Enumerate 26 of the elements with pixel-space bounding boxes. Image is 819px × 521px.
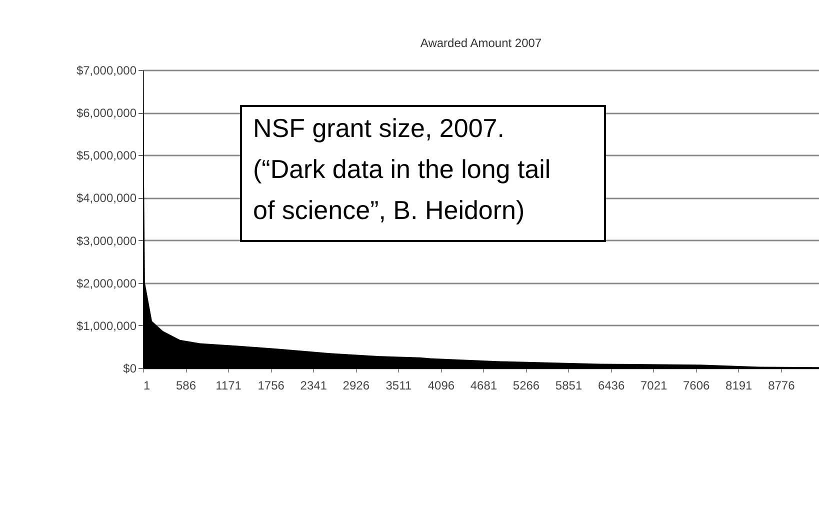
- x-tick-label: 2926: [342, 378, 370, 392]
- x-tick-label: 4681: [470, 378, 498, 392]
- x-tick-label: 7021: [640, 378, 668, 392]
- y-tick-label: $6,000,000: [76, 106, 137, 120]
- y-tick-label: $1,000,000: [76, 318, 137, 333]
- x-tick-label: 586: [176, 378, 196, 392]
- y-tick-label: $4,000,000: [76, 191, 137, 206]
- x-tick-label: 8191: [726, 378, 753, 392]
- x-tick-label: 5266: [512, 378, 540, 392]
- x-tick-label: 4096: [428, 378, 455, 392]
- y-tick-label: $2,000,000: [76, 276, 137, 290]
- y-tick-label: $3,000,000: [76, 234, 137, 248]
- x-tick-label: 1171: [216, 378, 242, 392]
- chart-title: Awarded Amount 2007: [420, 36, 542, 50]
- y-tick-label: $0: [123, 362, 137, 376]
- y-tick-label: $5,000,000: [76, 148, 137, 163]
- x-tick-label: 1756: [258, 378, 285, 392]
- x-tick-label: 2341: [300, 378, 328, 392]
- x-tick-label: 7606: [683, 378, 710, 392]
- x-tick-label: 6436: [598, 378, 625, 392]
- x-tick-label: 5851: [555, 378, 582, 392]
- x-tick-label: 3511: [386, 378, 412, 392]
- x-tick-label: 1: [144, 378, 150, 392]
- y-tick-label: $7,000,000: [76, 64, 137, 78]
- annotation: NSF grant size, 2007. (“Dark data in the long tail of science”, B. Heidorn): [253, 113, 551, 225]
- x-tick-label: 8776: [768, 378, 796, 392]
